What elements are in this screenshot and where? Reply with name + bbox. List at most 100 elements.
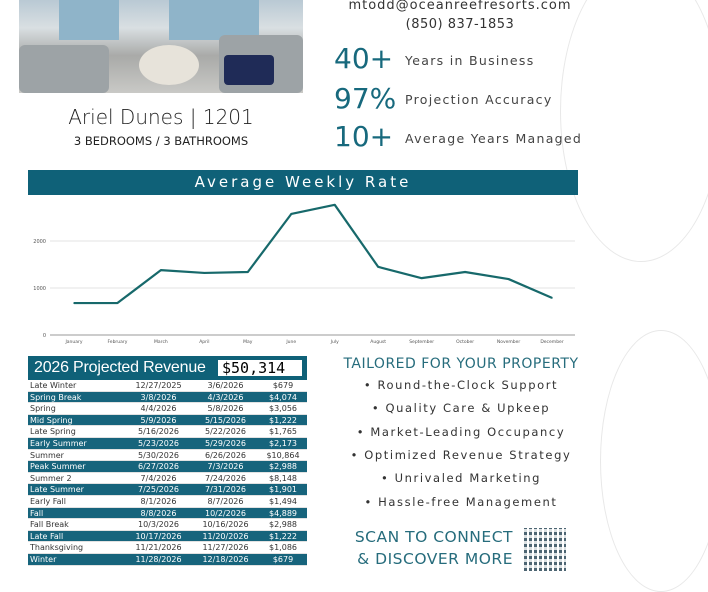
revenue-cell: $2,988 xyxy=(269,520,297,530)
season-cell: Spring xyxy=(30,404,56,414)
revenue-cell: $4,889 xyxy=(269,508,297,518)
season-cell: Early Summer xyxy=(30,438,87,448)
x-tick-label: March xyxy=(154,339,168,345)
data-point xyxy=(116,302,119,304)
data-point xyxy=(247,271,249,273)
season-cell: Spring Break xyxy=(30,392,82,402)
table-row: Late Spring 5/16/2026 5/22/2026 $1,765 xyxy=(28,426,307,438)
revenue-title: 2026 Projected Revenue xyxy=(34,359,206,376)
table-row: Spring Break 3/8/2026 4/3/2026 $4,074 xyxy=(28,391,307,404)
season-cell: Early Fall xyxy=(30,496,66,506)
end-date-cell: 11/27/2026 xyxy=(202,543,249,553)
data-point xyxy=(551,297,553,299)
stat-value: 40+ xyxy=(334,42,394,75)
x-tick-label: January xyxy=(64,339,82,345)
end-date-cell: 5/15/2026 xyxy=(204,415,247,425)
y-tick-label: 1000 xyxy=(33,286,46,292)
revenue-cell: $10,864 xyxy=(266,450,300,460)
end-date-cell: 5/22/2026 xyxy=(204,427,247,437)
property-photo xyxy=(19,0,303,93)
start-date-cell: 8/1/2026 xyxy=(140,496,177,506)
revenue-cell: $2,173 xyxy=(269,438,297,448)
data-point xyxy=(464,271,466,273)
revenue-cell: $1,086 xyxy=(269,543,297,553)
stat-label: Years in Business xyxy=(405,53,535,68)
start-date-cell: 5/16/2026 xyxy=(137,427,180,437)
contact-email[interactable]: mtodd@oceanreefresorts.com xyxy=(348,0,572,13)
revenue-cell: $2,988 xyxy=(269,462,297,472)
start-date-cell: 11/28/2026 xyxy=(135,554,182,564)
revenue-cell: $1,222 xyxy=(269,531,297,541)
data-point xyxy=(507,278,510,280)
revenue-cell: $4,074 xyxy=(269,392,297,402)
stat-label: Average Years Managed xyxy=(405,131,583,146)
data-point xyxy=(203,272,206,274)
topo-decoration xyxy=(560,0,708,262)
feature-item: • Hassle-free Management xyxy=(364,495,558,509)
data-point xyxy=(333,204,336,206)
data-point xyxy=(420,277,423,279)
revenue-cell: $679 xyxy=(272,381,294,390)
table-row: Early Summer 5/23/2026 5/29/2026 $2,173 xyxy=(28,437,307,450)
table-row: Thanksgiving 11/21/2026 11/27/2026 $1,086 xyxy=(28,542,307,554)
end-date-cell: 6/26/2026 xyxy=(204,450,247,460)
table-row: Summer 2 7/4/2026 7/24/2026 $8,148 xyxy=(28,473,307,485)
table-row: Late Fall 10/17/2026 11/20/2026 $1,222 xyxy=(28,530,307,543)
start-date-cell: 4/4/2026 xyxy=(140,404,177,414)
end-date-cell: 7/3/2026 xyxy=(207,462,244,472)
contact-phone[interactable]: (850) 837-1853 xyxy=(405,17,515,32)
end-date-cell: 11/20/2026 xyxy=(202,531,249,541)
cta-line-1: SCAN TO CONNECT xyxy=(354,528,513,546)
features-title: TAILORED FOR YOUR PROPERTY xyxy=(343,356,579,372)
table-row: Early Fall 8/1/2026 8/7/2026 $1,494 xyxy=(28,496,307,508)
property-details: 3 BEDROOMS / 3 BATHROOMS xyxy=(73,134,249,148)
start-date-cell: 10/17/2026 xyxy=(135,531,182,541)
revenue-cell: $1,222 xyxy=(269,415,297,425)
feature-item: • Round-the-Clock Support xyxy=(363,378,559,392)
data-point xyxy=(377,266,379,268)
table-row: Spring 4/4/2026 5/8/2026 $3,056 xyxy=(28,403,307,415)
end-date-cell: 7/31/2026 xyxy=(204,485,247,495)
feature-item: • Optimized Revenue Strategy xyxy=(350,448,572,462)
revenue-total: $50,314 xyxy=(218,360,302,376)
revenue-cell: $8,148 xyxy=(269,473,297,483)
end-date-cell: 10/2/2026 xyxy=(204,508,247,518)
revenue-header: 2026 Projected Revenue $50,314 xyxy=(28,356,307,380)
x-tick-label: July xyxy=(330,339,339,345)
end-date-cell: 3/6/2026 xyxy=(207,381,244,390)
table-row: Summer 5/30/2026 6/26/2026 $10,864 xyxy=(28,450,307,462)
end-date-cell: 8/7/2026 xyxy=(207,496,244,506)
season-cell: Summer 2 xyxy=(30,473,72,483)
chart-title: Average Weekly Rate xyxy=(28,170,578,195)
end-date-cell: 7/24/2026 xyxy=(204,473,247,483)
data-point xyxy=(73,302,75,304)
start-date-cell: 7/25/2026 xyxy=(137,485,180,495)
x-tick-label: October xyxy=(456,339,474,345)
season-cell: Thanksgiving xyxy=(30,543,84,553)
season-cell: Mid Spring xyxy=(30,415,73,425)
season-cell: Late Summer xyxy=(30,485,84,495)
table-row: Late Summer 7/25/2026 7/31/2026 $1,901 xyxy=(28,484,307,496)
feature-item: • Quality Care & Upkeep xyxy=(371,401,551,415)
stat-value: 97% xyxy=(334,82,397,115)
season-cell: Fall xyxy=(30,508,44,518)
feature-item: • Market-Leading Occupancy xyxy=(356,425,566,439)
season-cell: Peak Summer xyxy=(30,462,86,472)
season-cell: Late Fall xyxy=(30,531,64,541)
start-date-cell: 5/30/2026 xyxy=(137,450,180,460)
topo-decoration xyxy=(600,330,708,592)
season-cell: Summer xyxy=(30,450,64,460)
table-row: Winter 11/28/2026 12/18/2026 $679 xyxy=(28,553,307,566)
x-tick-label: February xyxy=(107,339,127,345)
y-tick-label: 2000 xyxy=(33,239,46,245)
x-tick-label: April xyxy=(199,339,209,345)
table-row: Fall 8/8/2026 10/2/2026 $4,889 xyxy=(28,507,307,520)
x-tick-label: September xyxy=(409,339,434,345)
stat-value: 10+ xyxy=(334,120,394,153)
season-cell: Late Spring xyxy=(30,427,76,437)
weekly-rate-chart: 0 1000 2000 January February March April May Jun… xyxy=(33,203,575,345)
qr-code[interactable] xyxy=(524,528,566,571)
end-date-cell: 4/3/2026 xyxy=(207,392,244,402)
table-row: Late Winter 12/27/2025 3/6/2026 $679 xyxy=(28,380,307,392)
start-date-cell: 12/27/2025 xyxy=(135,381,182,390)
